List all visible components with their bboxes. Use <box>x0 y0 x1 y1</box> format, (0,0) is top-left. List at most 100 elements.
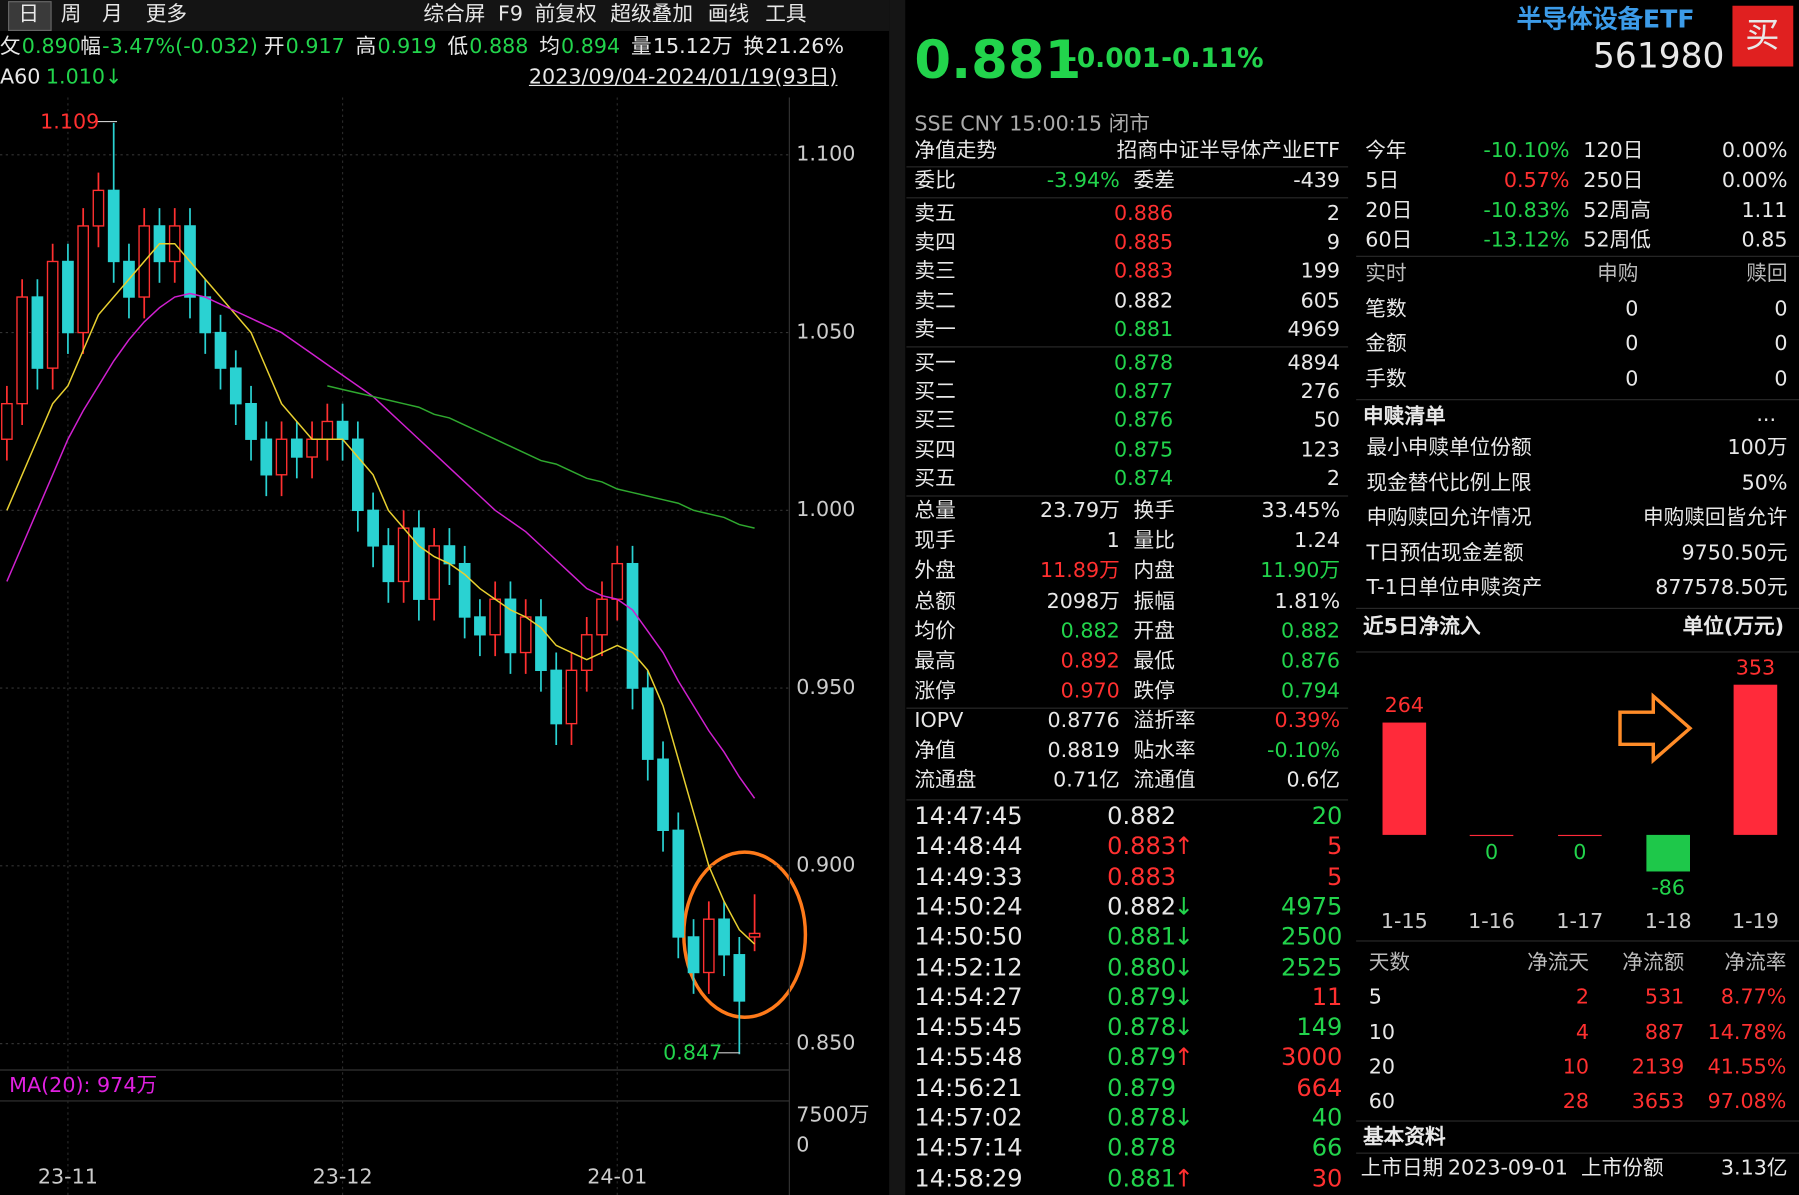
cell: 净值 <box>914 738 956 763</box>
cell: 10 <box>1368 1020 1396 1045</box>
candle-body <box>596 598 608 636</box>
tab[interactable]: 更多 <box>145 2 188 27</box>
cell: -439 <box>1293 168 1341 193</box>
cell: 0.85 <box>1741 228 1788 253</box>
ma-line <box>327 385 755 529</box>
y-tick-label: 0.900 <box>796 853 856 878</box>
candle-body <box>229 367 242 405</box>
cell: 买二 <box>914 379 956 404</box>
candle-body <box>1 402 13 440</box>
cell: 0.876 <box>1280 649 1341 674</box>
cell: 52周高 <box>1583 198 1651 223</box>
tool-button[interactable]: 综合屏 <box>423 2 486 27</box>
separator <box>1356 399 1799 401</box>
volume-tick: 7500万 <box>796 1103 870 1128</box>
cell: 0.886 <box>1114 201 1174 226</box>
cell: 60日 <box>1365 228 1413 253</box>
tab[interactable]: 净值走势 <box>914 138 998 163</box>
tool-button[interactable]: 超级叠加 <box>610 2 693 27</box>
bar <box>1646 834 1691 872</box>
candle-body <box>92 189 105 227</box>
cell: 现手 <box>914 528 956 553</box>
quote-value: 0.894 <box>561 34 621 59</box>
tool-button[interactable]: 前复权 <box>534 2 597 27</box>
quote-value: 21.26% <box>765 34 845 59</box>
tab[interactable]: 日 <box>18 2 40 27</box>
candle-body <box>321 420 334 440</box>
cell: 2 <box>1575 985 1590 1010</box>
cell: 0.875 <box>1114 437 1174 462</box>
cell: 上市日期 <box>1360 1156 1444 1181</box>
tab-active[interactable] <box>8 1 52 31</box>
cell: 887 <box>1644 1020 1685 1045</box>
tab[interactable]: 月 <box>102 2 123 27</box>
candle-body <box>672 829 685 938</box>
cell: 3000 <box>1281 1043 1343 1072</box>
cell: 委比 <box>914 168 956 193</box>
cell: 97.08% <box>1707 1089 1787 1114</box>
candle-body <box>611 562 624 600</box>
cell: 0.880 <box>1107 953 1177 981</box>
cell: 123 <box>1300 437 1341 462</box>
x-tick-label: 23-11 <box>37 1165 98 1190</box>
cell: 卖二 <box>914 288 956 313</box>
candle-body <box>458 562 471 618</box>
cell: 14:49:33 <box>914 862 1023 891</box>
tab[interactable]: 周 <box>60 2 82 27</box>
cell: 0.879 <box>1107 1073 1177 1102</box>
tool-button[interactable]: F9 <box>498 2 524 27</box>
cell: 9 <box>1326 230 1341 255</box>
candle-body <box>748 932 761 938</box>
bar-value: 0 <box>1484 840 1499 865</box>
quote-label: 开 <box>263 34 285 59</box>
bar <box>1733 684 1778 835</box>
min-annotation: 0.847 <box>663 1041 723 1066</box>
unit-label: 单位(万元) <box>1682 614 1785 639</box>
buy-button[interactable] <box>1732 5 1794 67</box>
cell: 涨停 <box>914 679 956 704</box>
candle-body <box>260 438 273 476</box>
cell: 0.881 <box>1114 317 1174 342</box>
candle-body <box>733 954 746 1002</box>
cell: 0.794 <box>1280 679 1341 704</box>
candle-body <box>657 758 669 831</box>
cell: 2500 <box>1281 922 1343 951</box>
more-button[interactable]: ... <box>1756 402 1777 427</box>
quote-value: 0.890 <box>21 34 81 59</box>
candle-body <box>702 918 715 974</box>
candle-body <box>62 260 74 334</box>
tool-button[interactable]: 画线 <box>707 2 750 27</box>
cell: 0.882 <box>1114 288 1174 313</box>
cell: 流通盘 <box>914 768 977 793</box>
cell: 4894 <box>1287 350 1341 376</box>
cell: 14:48:44 <box>914 832 1023 860</box>
cell: 0.882 <box>1060 619 1120 644</box>
buy-label[interactable]: 买 <box>1745 16 1780 57</box>
separator <box>906 799 1349 801</box>
cell: ↓ <box>1173 983 1194 1011</box>
candle-body <box>535 616 547 672</box>
candle-body <box>336 420 349 440</box>
tool-button[interactable]: 工具 <box>765 2 807 27</box>
cell: 0.883 <box>1114 259 1174 284</box>
candle-body <box>351 438 364 512</box>
cell: ↓ <box>1173 953 1194 981</box>
cell: 净流额 <box>1622 950 1685 975</box>
cell: 50 <box>1313 408 1341 433</box>
candle-body <box>77 225 90 334</box>
cell: 4 <box>1575 1020 1590 1045</box>
separator <box>906 495 1349 497</box>
y-tick-label: 0.950 <box>796 675 856 700</box>
arrow-icon <box>1618 692 1693 765</box>
cell: 0.881 <box>1107 1164 1177 1192</box>
candle-body <box>428 545 440 600</box>
cell: ↓ <box>1173 892 1194 921</box>
candle-body <box>382 545 395 583</box>
cell: 溢折率 <box>1133 708 1196 733</box>
candle-body <box>31 296 44 369</box>
cell: 50% <box>1741 470 1788 495</box>
cell: 14:55:45 <box>914 1013 1023 1041</box>
quote-value: 0.917 <box>285 34 345 59</box>
date-range[interactable]: 2023/09/04-2024/01/19(93日) <box>528 65 838 90</box>
cell: 0 <box>1774 296 1788 321</box>
